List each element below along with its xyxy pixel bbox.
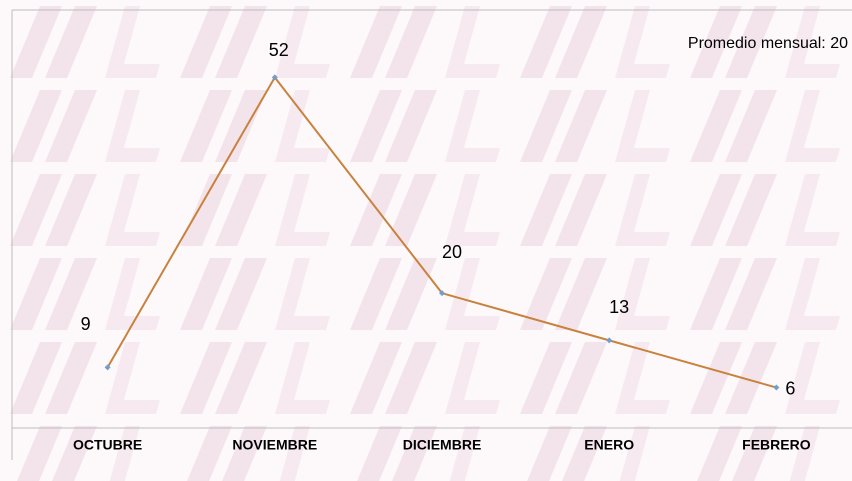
x-tick-label: FEBRERO bbox=[742, 437, 811, 453]
data-label: 52 bbox=[269, 40, 289, 60]
x-tick-label: NOVIEMBRE bbox=[232, 437, 317, 453]
x-tick-label: ENERO bbox=[584, 437, 634, 453]
marker bbox=[773, 384, 780, 391]
x-tick-label: OCTUBRE bbox=[73, 437, 142, 453]
marker bbox=[606, 337, 613, 344]
marker bbox=[439, 290, 445, 297]
data-label: 13 bbox=[609, 297, 629, 317]
x-tick-label: DICIEMBRE bbox=[403, 437, 482, 453]
marker bbox=[104, 364, 111, 371]
annotation: Promedio mensual: 20 bbox=[688, 35, 848, 52]
data-label: 9 bbox=[81, 314, 91, 334]
data-label: 6 bbox=[785, 378, 795, 398]
data-label: 20 bbox=[442, 242, 462, 262]
marker bbox=[271, 74, 278, 81]
